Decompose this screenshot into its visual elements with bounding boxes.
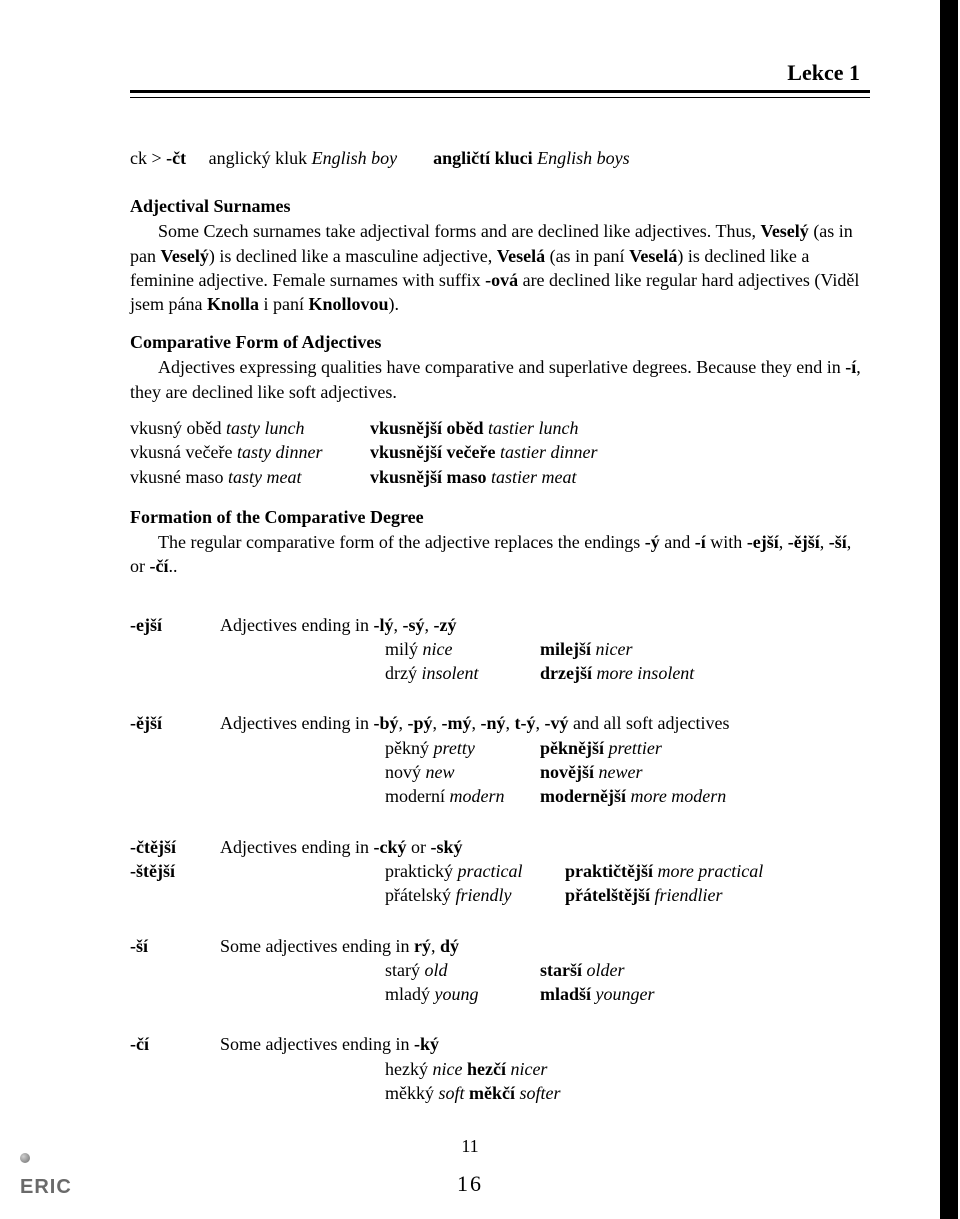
group-description: Some adjectives ending in rý, dý (220, 934, 870, 958)
group-example-line: pěkný prettypěknější prettier (220, 736, 870, 760)
header-rule (130, 90, 870, 98)
group-example-line: mladý youngmladší younger (220, 982, 870, 1006)
group-example-right: drzejší more insolent (540, 661, 870, 685)
comparative-group: -ějšíAdjectives ending in -bý, -pý, -mý,… (130, 711, 870, 808)
group-example-right: přátelštější friendlier (565, 883, 870, 907)
page-title: Lekce 1 (130, 60, 870, 90)
example-right: vkusnější maso tastier meat (370, 465, 870, 489)
comparative-group: -ejšíAdjectives ending in -lý, -sý, -zým… (130, 613, 870, 686)
group-example-line: milý nicemilejší nicer (220, 637, 870, 661)
eric-logo: ERIC (20, 1153, 72, 1199)
group-suffix: -ější (130, 711, 220, 808)
group-body: Adjectives ending in -lý, -sý, -zýmilý n… (220, 613, 870, 686)
intro-line: ck > -čt anglický kluk English boy angli… (130, 146, 870, 170)
group-row: -šíSome adjectives ending in rý, dýstarý… (130, 934, 870, 1007)
group-example-left: pěkný pretty (385, 736, 540, 760)
groups: -ejšíAdjectives ending in -lý, -sý, -zým… (130, 613, 870, 1106)
group-example-right: starší older (540, 958, 870, 982)
content-area: Lekce 1 ck > -čt anglický kluk English b… (0, 0, 940, 1105)
group-example-left: praktický practical (385, 859, 565, 883)
group-example-line: praktický practical praktičtější more pr… (220, 859, 870, 883)
group-suffix: -ší (130, 934, 220, 1007)
group-suffix: -ejší (130, 613, 220, 686)
intro-ex2-bold: angličtí kluci (433, 148, 537, 168)
comparative-group: -šíSome adjectives ending in rý, dýstarý… (130, 934, 870, 1007)
example-line: vkusná večeře tasty dinnervkusnější veče… (130, 440, 870, 464)
example-left: vkusná večeře tasty dinner (130, 440, 370, 464)
group-row: -ějšíAdjectives ending in -bý, -pý, -mý,… (130, 711, 870, 808)
section1-body: Some Czech surnames take adjectival form… (130, 219, 870, 316)
group-example-right: modernější more modern (540, 784, 870, 808)
section3-body: The regular comparative form of the adje… (130, 530, 870, 579)
page: Lekce 1 ck > -čt anglický kluk English b… (0, 0, 958, 1219)
group-example-left: přátelský friendly (385, 883, 565, 907)
group-example-line: nový newnovější newer (220, 760, 870, 784)
group-example-right: pěknější prettier (540, 736, 870, 760)
group-row: -ejšíAdjectives ending in -lý, -sý, -zým… (130, 613, 870, 686)
group-example-inline: hezký nice hezčí nicer (220, 1057, 870, 1081)
example-line: vkusný oběd tasty lunchvkusnější oběd ta… (130, 416, 870, 440)
group-row: -číSome adjectives ending in -kýhezký ni… (130, 1032, 870, 1105)
group-suffix: -čí (130, 1032, 220, 1105)
group-example-left: nový new (385, 760, 540, 784)
group-body: Adjectives ending in -cký or -skýpraktic… (220, 835, 870, 908)
group-example-right: mladší younger (540, 982, 870, 1006)
group-body: Some adjectives ending in -kýhezký nice … (220, 1032, 870, 1105)
group-example-line: přátelský friendly přátelštější friendli… (220, 883, 870, 907)
example-left: vkusné maso tasty meat (130, 465, 370, 489)
group-example-right: milejší nicer (540, 637, 870, 661)
group-example-left: drzý insolent (385, 661, 540, 685)
group-description: Some adjectives ending in -ký (220, 1032, 870, 1056)
group-examples: hezký nice hezčí nicerměkký soft měkčí s… (220, 1057, 870, 1106)
example-right: vkusnější večeře tastier dinner (370, 440, 870, 464)
intro-prefix: ck > (130, 148, 166, 168)
example-line: vkusné maso tasty meatvkusnější maso tas… (130, 465, 870, 489)
intro-ex1-italic: English boy (312, 148, 398, 168)
group-example-inline: měkký soft měkčí softer (220, 1081, 870, 1105)
section2-examples: vkusný oběd tasty lunchvkusnější oběd ta… (130, 416, 870, 489)
comparative-group: -čtější -štějšíAdjectives ending in -cký… (130, 835, 870, 908)
group-suffix: -čtější -štější (130, 835, 220, 908)
group-row: -čtější -štějšíAdjectives ending in -cký… (130, 835, 870, 908)
example-right: vkusnější oběd tastier lunch (370, 416, 870, 440)
eric-dot-icon (20, 1153, 30, 1163)
group-example-line: starý oldstarší older (220, 958, 870, 982)
page-number-bottom: 16 (0, 1171, 940, 1197)
group-body: Some adjectives ending in rý, dýstarý ol… (220, 934, 870, 1007)
group-example-line: drzý insolentdrzejší more insolent (220, 661, 870, 685)
group-example-left: milý nice (385, 637, 540, 661)
group-examples: praktický practical praktičtější more pr… (220, 859, 870, 908)
group-example-left: moderní modern (385, 784, 540, 808)
group-description: Adjectives ending in -cký or -ský (220, 835, 870, 859)
group-body: Adjectives ending in -bý, -pý, -mý, -ný,… (220, 711, 870, 808)
group-example-left: mladý young (385, 982, 540, 1006)
section1-heading: Adjectival Surnames (130, 196, 870, 217)
section2-heading: Comparative Form of Adjectives (130, 332, 870, 353)
group-examples: pěkný prettypěknější prettiernový newnov… (220, 736, 870, 809)
group-example-line: moderní modern modernější more modern (220, 784, 870, 808)
group-example-right: praktičtější more practical (565, 859, 870, 883)
example-left: vkusný oběd tasty lunch (130, 416, 370, 440)
eric-text: ERIC (20, 1176, 72, 1198)
intro-bold1: -čt (166, 148, 186, 168)
comparative-group: -číSome adjectives ending in -kýhezký ni… (130, 1032, 870, 1105)
group-description: Adjectives ending in -lý, -sý, -zý (220, 613, 870, 637)
group-description: Adjectives ending in -bý, -pý, -mý, -ný,… (220, 711, 870, 735)
intro-ex1: anglický kluk (209, 148, 312, 168)
section3-heading: Formation of the Comparative Degree (130, 507, 870, 528)
intro-ex2-italic: English boys (537, 148, 630, 168)
group-examples: milý nicemilejší nicerdrzý insolentdrzej… (220, 637, 870, 686)
group-example-left: starý old (385, 958, 540, 982)
section2-body: Adjectives expressing qualities have com… (130, 355, 870, 404)
group-examples: starý oldstarší oldermladý youngmladší y… (220, 958, 870, 1007)
page-number-top: 11 (0, 1136, 940, 1157)
group-example-right: novější newer (540, 760, 870, 784)
